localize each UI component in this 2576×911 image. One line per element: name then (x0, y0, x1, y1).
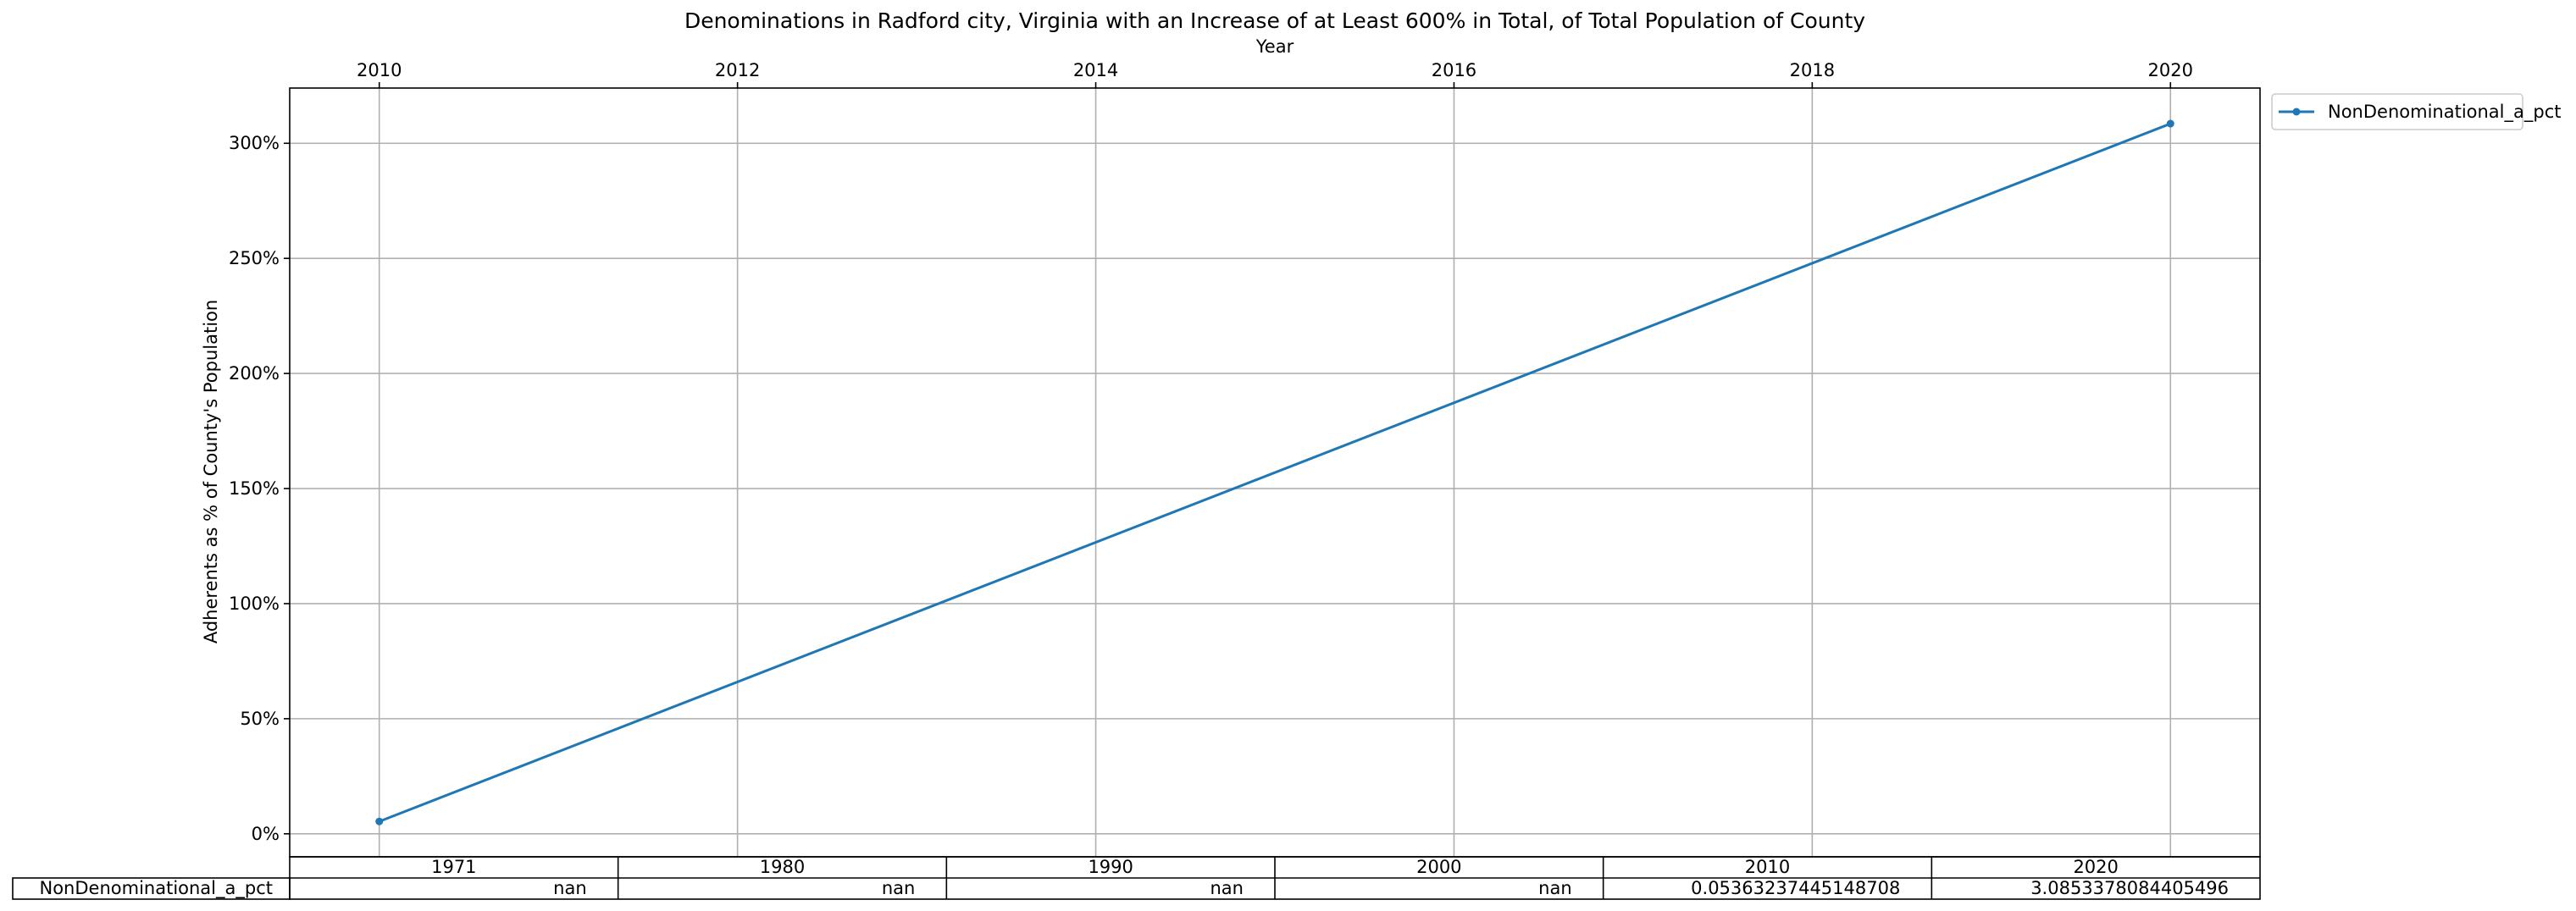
table-cell: nan (553, 878, 587, 898)
y-tick-label: 300% (229, 133, 280, 153)
y-tick-label: 200% (229, 363, 280, 384)
y-tick-label: 250% (229, 248, 280, 268)
table-column-header: 2010 (1745, 857, 1790, 877)
x-tick-label: 2012 (715, 60, 760, 80)
grid-lines (290, 88, 2260, 857)
y-ticks: 0% 50% 100% 150% 200% 250% 300% (229, 133, 290, 844)
x-tick-label: 2016 (1432, 60, 1476, 80)
series-layer (375, 119, 2174, 825)
legend-box (2271, 93, 2523, 130)
table-column-header: 2000 (1416, 857, 1461, 877)
table-column-header: 1971 (431, 857, 476, 877)
y-tick-label: 100% (229, 594, 280, 614)
legend-marker (2292, 108, 2301, 116)
legend: NonDenominational_a_pct (2271, 93, 2562, 130)
table-cell: nan (882, 878, 916, 898)
x-tick-label: 2014 (1073, 60, 1118, 80)
legend-label: NonDenominational_a_pct (2328, 102, 2562, 123)
table-cell: nan (1538, 878, 1572, 898)
data-point (375, 817, 384, 825)
chart-title: Denominations in Radford city, Virginia … (684, 8, 1865, 33)
table-cell: 3.0853378084405496 (2030, 878, 2229, 898)
table-row-label-cell (12, 877, 291, 900)
table-column-header: 1980 (760, 857, 805, 877)
x-axis-label: Year (1255, 36, 1294, 57)
table-cell: 0.05363237445148708 (1691, 878, 1900, 898)
data-table: 1971 1980 1990 2000 2010 2020 NonDenominationa… (12, 856, 2261, 900)
y-tick-label: 150% (229, 478, 280, 499)
x-tick-label: 2020 (2148, 60, 2193, 80)
y-axis-label: Adherents as % of County's Population (201, 300, 221, 643)
y-tick-label: 0% (252, 824, 280, 844)
data-point (2166, 119, 2174, 128)
table-column-header: 1990 (1088, 857, 1133, 877)
x-ticks: 2010 2012 2014 2016 2018 2020 (357, 60, 2193, 88)
x-tick-label: 2010 (357, 60, 402, 80)
x-tick-label: 2018 (1790, 60, 1835, 80)
table-row-label: NonDenominational_a_pct (40, 878, 274, 899)
table-cell: nan (1210, 878, 1244, 898)
y-tick-label: 50% (240, 709, 280, 729)
series-line (379, 122, 2171, 823)
table-column-header: 2020 (2073, 857, 2118, 877)
